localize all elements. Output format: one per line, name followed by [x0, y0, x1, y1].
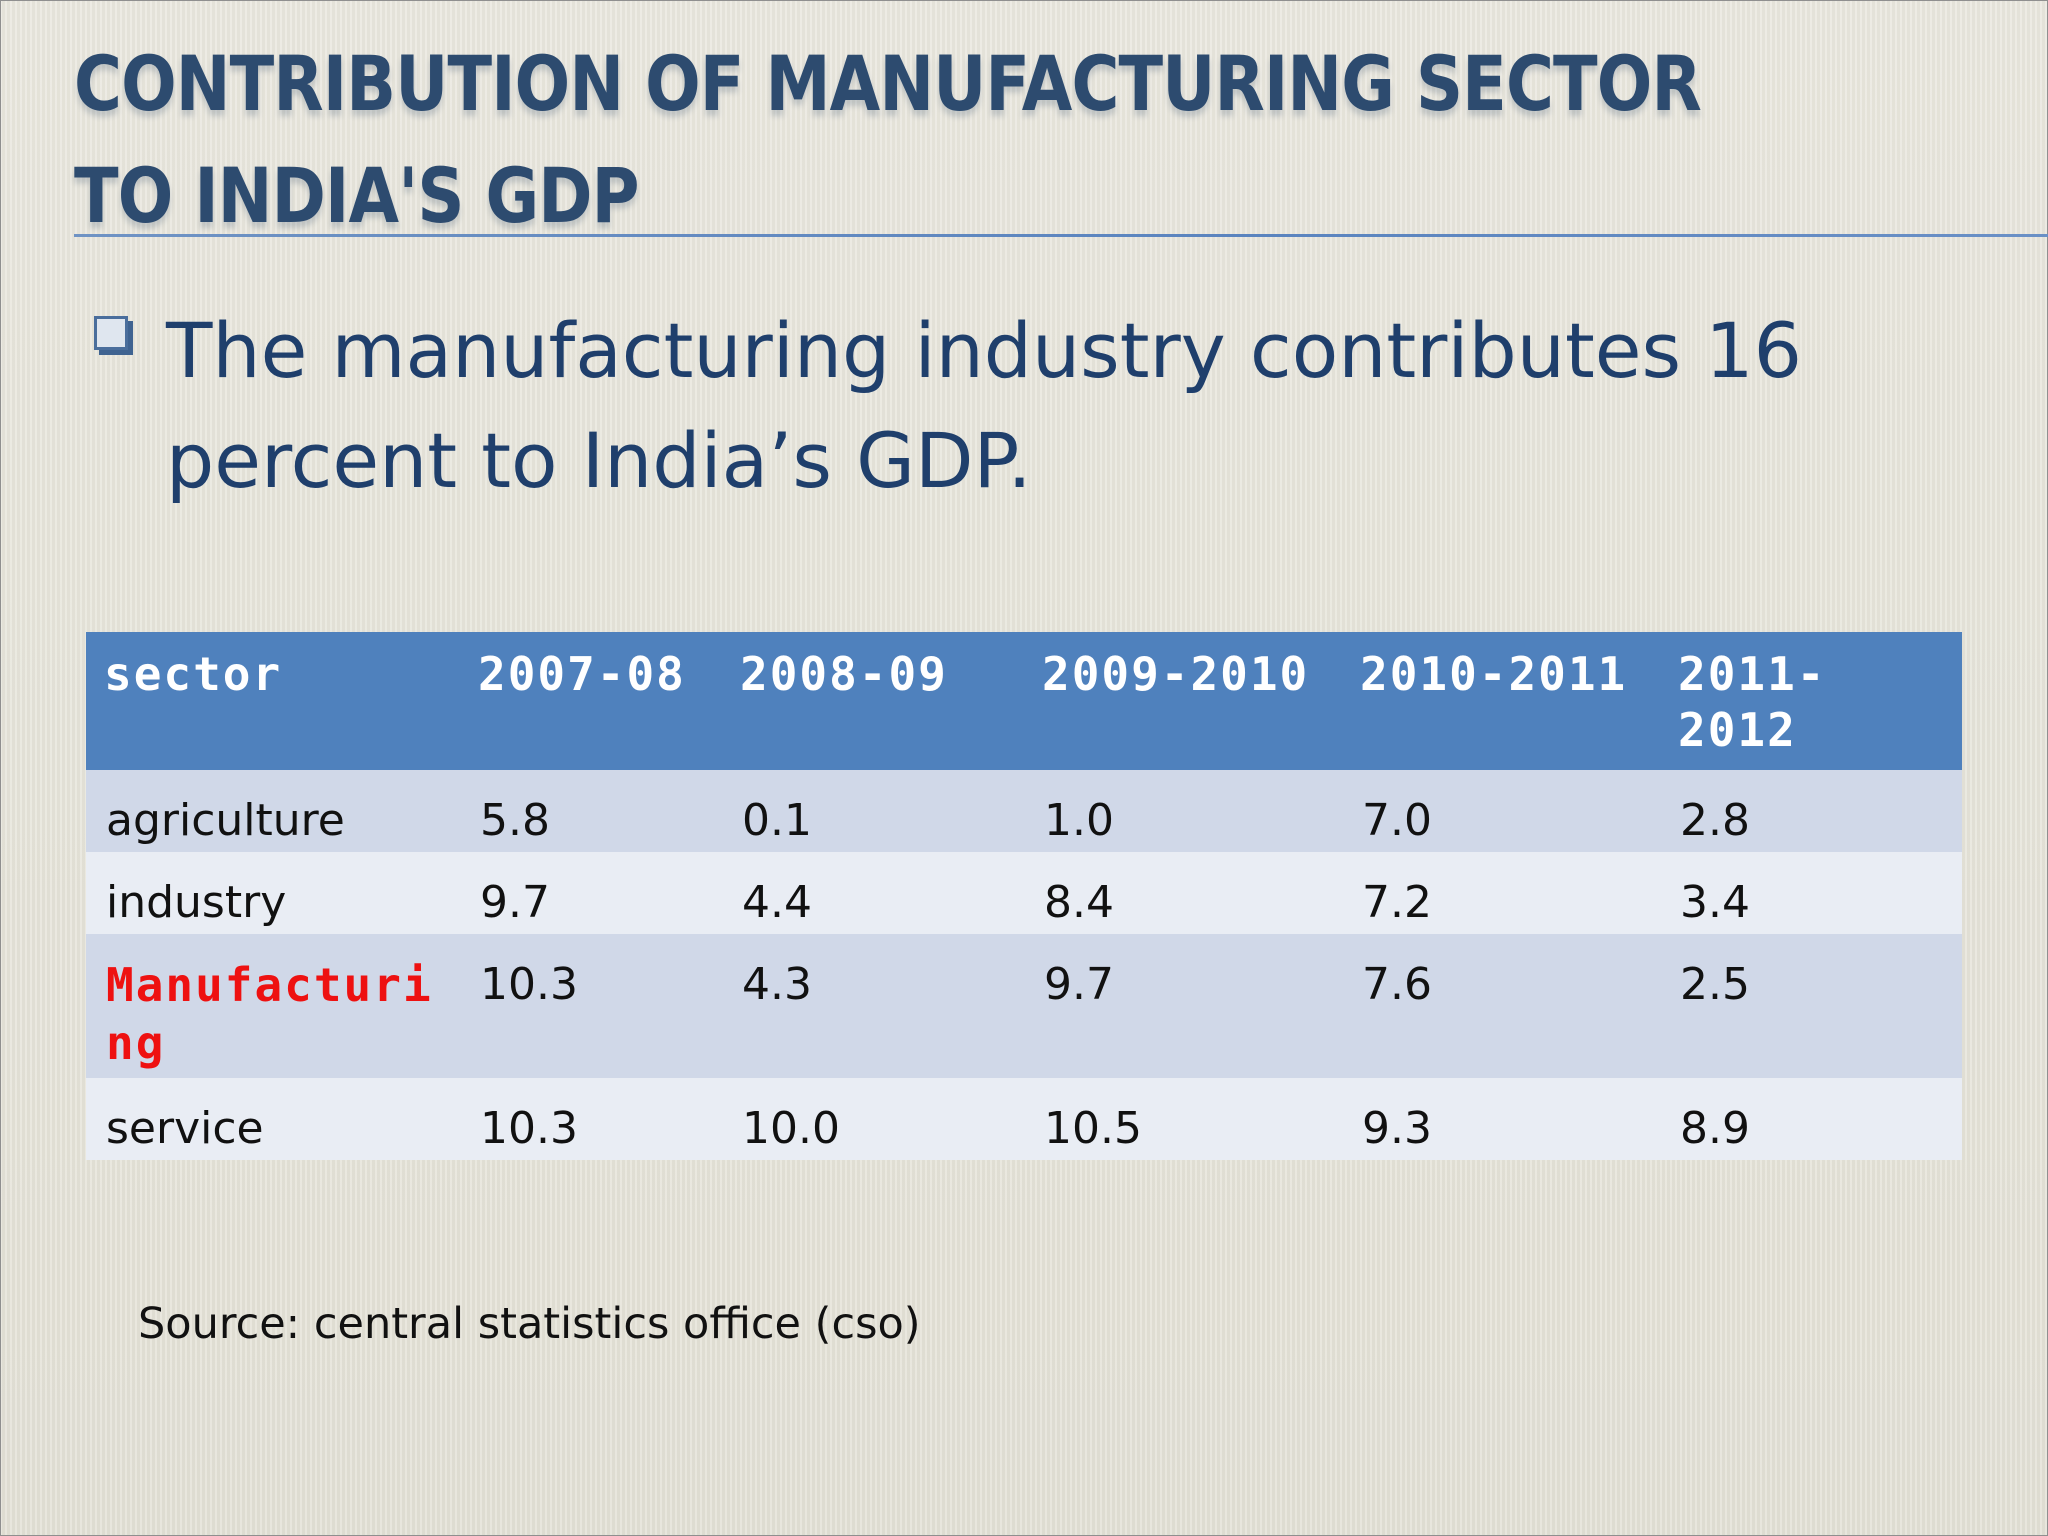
value-cell: 8.4 — [1024, 852, 1342, 934]
column-header-2007-08: 2007-08 — [460, 632, 722, 770]
table-row-agriculture: agriculture 5.8 0.1 1.0 7.0 2.8 — [86, 770, 1962, 852]
column-header-2008-09: 2008-09 — [722, 632, 1024, 770]
value-cell: 0.1 — [722, 770, 1024, 852]
column-header-sector: sector — [86, 632, 460, 770]
value-cell: 10.3 — [460, 934, 722, 1078]
sector-cell-highlighted: Manufacturing — [86, 934, 460, 1078]
value-cell: 9.7 — [460, 852, 722, 934]
value-cell: 5.8 — [460, 770, 722, 852]
sector-cell: agriculture — [86, 770, 460, 852]
sector-cell: service — [86, 1078, 460, 1160]
sector-cell: industry — [86, 852, 460, 934]
column-header-2011-2012: 2011-2012 — [1660, 632, 1962, 770]
value-cell: 10.0 — [722, 1078, 1024, 1160]
value-cell: 7.6 — [1342, 934, 1660, 1078]
value-cell: 9.3 — [1342, 1078, 1660, 1160]
value-cell: 4.3 — [722, 934, 1024, 1078]
value-cell: 7.0 — [1342, 770, 1660, 852]
value-cell: 9.7 — [1024, 934, 1342, 1078]
source-note: Source: central statistics office (cso) — [138, 1299, 921, 1349]
value-cell: 4.4 — [722, 852, 1024, 934]
slide-title: CONTRIBUTION OF MANUFACTURING SECTOR TO … — [74, 39, 1702, 240]
column-header-2009-2010: 2009-2010 — [1024, 632, 1342, 770]
value-cell: 7.2 — [1342, 852, 1660, 934]
square-bullet-icon — [94, 316, 128, 350]
value-cell: 3.4 — [1660, 852, 1962, 934]
column-header-2010-2011: 2010-2011 — [1342, 632, 1660, 770]
value-cell: 1.0 — [1024, 770, 1342, 852]
value-cell: 2.8 — [1660, 770, 1962, 852]
value-cell: 8.9 — [1660, 1078, 1962, 1160]
bullet-text: The manufacturing industry contributes 1… — [166, 306, 1802, 505]
table-header-row: sector 2007-08 2008-09 2009-2010 2010-20… — [86, 632, 1962, 770]
value-cell: 2.5 — [1660, 934, 1962, 1078]
table-row-industry: industry 9.7 4.4 8.4 7.2 3.4 — [86, 852, 1962, 934]
value-cell: 10.3 — [460, 1078, 722, 1160]
table-row-service: service 10.3 10.0 10.5 9.3 8.9 — [86, 1078, 1962, 1160]
title-underline — [74, 234, 2048, 237]
gdp-growth-table: sector 2007-08 2008-09 2009-2010 2010-20… — [86, 632, 1962, 1160]
table-row-manufacturing: Manufacturing 10.3 4.3 9.7 7.6 2.5 — [86, 934, 1962, 1078]
value-cell: 10.5 — [1024, 1078, 1342, 1160]
